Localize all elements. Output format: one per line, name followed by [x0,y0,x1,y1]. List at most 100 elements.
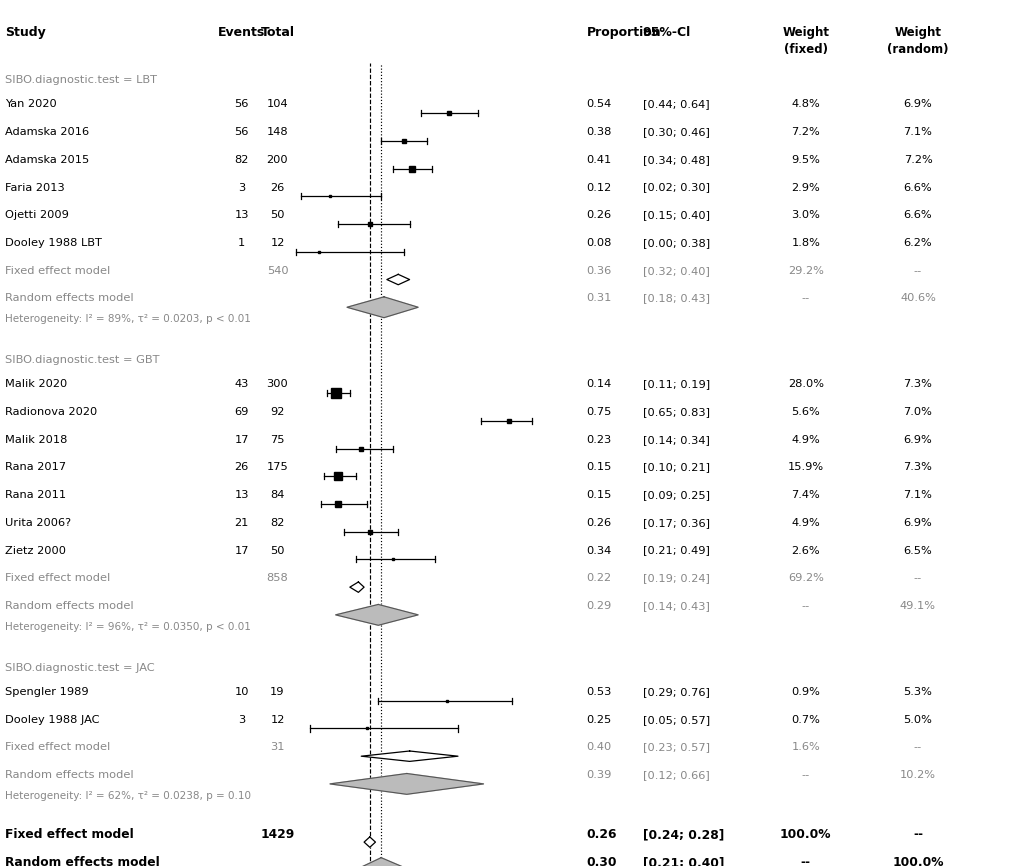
Text: 7.3%: 7.3% [903,379,931,390]
Text: Heterogeneity: I² = 89%, τ² = 0.0203, p < 0.01: Heterogeneity: I² = 89%, τ² = 0.0203, p … [5,314,251,324]
Text: 13: 13 [234,490,249,501]
Text: 0.36: 0.36 [586,266,611,275]
Text: 12: 12 [270,238,284,248]
Text: 2.9%: 2.9% [791,183,819,192]
Text: Study: Study [5,26,46,39]
Text: 0.12: 0.12 [586,183,611,192]
Text: 1.8%: 1.8% [791,238,819,248]
Text: 0.38: 0.38 [586,127,611,137]
Text: 7.4%: 7.4% [791,490,819,501]
Text: Random effects model: Random effects model [5,601,133,611]
Text: 49.1%: 49.1% [899,601,935,611]
Text: 82: 82 [234,155,249,165]
Text: --: -- [801,294,809,303]
Text: 0.26: 0.26 [586,518,611,528]
Text: 0.34: 0.34 [586,546,611,556]
Text: 3: 3 [237,714,246,725]
Text: 82: 82 [270,518,284,528]
Text: 300: 300 [266,379,288,390]
Text: --: -- [913,742,921,753]
Polygon shape [386,275,410,285]
Text: 100.0%: 100.0% [892,856,943,866]
Polygon shape [329,773,483,794]
Text: 0.39: 0.39 [586,770,611,780]
Text: Weight: Weight [782,26,828,39]
Text: 0.23: 0.23 [586,435,611,445]
Text: 3: 3 [237,183,246,192]
Text: (fixed): (fixed) [783,43,827,56]
Text: [0.17; 0.36]: [0.17; 0.36] [642,518,709,528]
Text: 1: 1 [237,238,246,248]
Text: 6.6%: 6.6% [903,210,931,220]
Text: 0.31: 0.31 [586,294,611,303]
Text: 28.0%: 28.0% [787,379,823,390]
Text: Dooley 1988 LBT: Dooley 1988 LBT [5,238,102,248]
Text: 4.9%: 4.9% [791,435,819,445]
Polygon shape [350,582,364,592]
Text: 0.08: 0.08 [586,238,611,248]
Text: [0.02; 0.30]: [0.02; 0.30] [642,183,709,192]
Text: [0.09; 0.25]: [0.09; 0.25] [642,490,709,501]
Text: [0.65; 0.83]: [0.65; 0.83] [642,407,709,417]
Text: Radionova 2020: Radionova 2020 [5,407,97,417]
Text: 6.5%: 6.5% [903,546,931,556]
Text: 7.2%: 7.2% [791,127,819,137]
Text: Proportion: Proportion [586,26,660,39]
Text: Zietz 2000: Zietz 2000 [5,546,66,556]
Text: [0.29; 0.76]: [0.29; 0.76] [642,687,709,697]
Text: Malik 2020: Malik 2020 [5,379,67,390]
Text: 0.9%: 0.9% [791,687,819,697]
Text: SIBO.diagnostic.test = JAC: SIBO.diagnostic.test = JAC [5,662,155,673]
Text: 5.6%: 5.6% [791,407,819,417]
Text: SIBO.diagnostic.test = GBT: SIBO.diagnostic.test = GBT [5,355,159,365]
Text: [0.21; 0.40]: [0.21; 0.40] [642,856,723,866]
Text: 7.0%: 7.0% [903,407,931,417]
Text: --: -- [801,770,809,780]
Text: 5.0%: 5.0% [903,714,931,725]
Text: 40.6%: 40.6% [899,294,935,303]
Polygon shape [364,837,375,847]
Text: [0.12; 0.66]: [0.12; 0.66] [642,770,708,780]
Text: 1429: 1429 [260,828,294,841]
Text: Yan 2020: Yan 2020 [5,100,57,109]
Text: 104: 104 [266,100,288,109]
Text: (random): (random) [887,43,948,56]
Text: 6.9%: 6.9% [903,518,931,528]
Text: [0.23; 0.57]: [0.23; 0.57] [642,742,709,753]
Text: 0.26: 0.26 [586,828,616,841]
Text: 6.2%: 6.2% [903,238,931,248]
Text: [0.05; 0.57]: [0.05; 0.57] [642,714,709,725]
Text: Spengler 1989: Spengler 1989 [5,687,89,697]
Text: 95%-Cl: 95%-Cl [642,26,690,39]
Polygon shape [361,751,458,761]
Text: 0.29: 0.29 [586,601,611,611]
Text: Faria 2013: Faria 2013 [5,183,65,192]
Text: Ojetti 2009: Ojetti 2009 [5,210,69,220]
Text: --: -- [912,828,922,841]
Text: 0.53: 0.53 [586,687,611,697]
Text: 858: 858 [266,573,288,584]
Text: 21: 21 [234,518,249,528]
Text: Random effects model: Random effects model [5,294,133,303]
Text: Random effects model: Random effects model [5,770,133,780]
Text: 175: 175 [266,462,288,473]
Text: Heterogeneity: I² = 62%, τ² = 0.0238, p = 0.10: Heterogeneity: I² = 62%, τ² = 0.0238, p … [5,791,251,801]
Text: 0.15: 0.15 [586,490,611,501]
Text: 0.25: 0.25 [586,714,611,725]
Text: 5.3%: 5.3% [903,687,931,697]
Text: 2.6%: 2.6% [791,546,819,556]
Text: Fixed effect model: Fixed effect model [5,742,110,753]
Text: [0.19; 0.24]: [0.19; 0.24] [642,573,709,584]
Text: --: -- [801,601,809,611]
Polygon shape [356,857,410,866]
Text: [0.34; 0.48]: [0.34; 0.48] [642,155,709,165]
Text: [0.10; 0.21]: [0.10; 0.21] [642,462,709,473]
Text: 31: 31 [270,742,284,753]
Text: 10.2%: 10.2% [899,770,935,780]
Text: Adamska 2016: Adamska 2016 [5,127,89,137]
Text: --: -- [913,266,921,275]
Text: [0.30; 0.46]: [0.30; 0.46] [642,127,709,137]
Text: 10: 10 [234,687,249,697]
Text: 0.22: 0.22 [586,573,611,584]
Text: 92: 92 [270,407,284,417]
